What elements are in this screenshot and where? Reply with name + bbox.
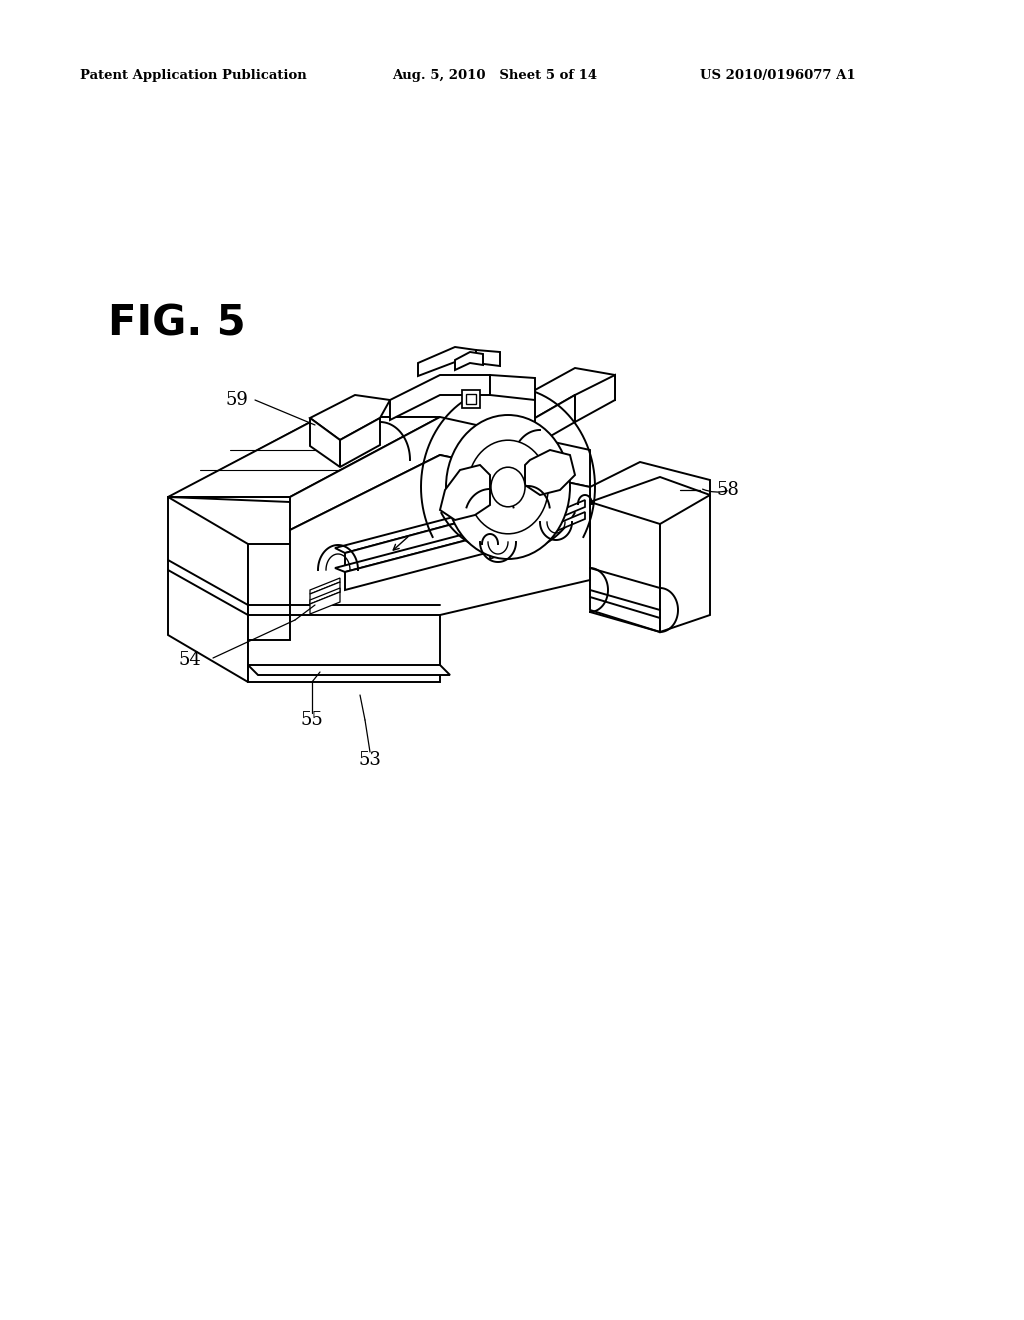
- Text: 59: 59: [225, 391, 249, 409]
- Polygon shape: [248, 544, 440, 682]
- Polygon shape: [535, 368, 615, 418]
- Polygon shape: [335, 510, 490, 553]
- Polygon shape: [490, 512, 585, 558]
- Polygon shape: [168, 498, 248, 682]
- Text: Patent Application Publication: Patent Application Publication: [80, 69, 307, 82]
- Polygon shape: [248, 615, 290, 640]
- Polygon shape: [345, 513, 490, 572]
- Polygon shape: [525, 450, 575, 495]
- Text: 54: 54: [178, 651, 202, 669]
- Polygon shape: [575, 375, 615, 422]
- Polygon shape: [168, 417, 435, 502]
- Text: FIG. 5: FIG. 5: [108, 302, 246, 345]
- Polygon shape: [418, 347, 476, 376]
- Polygon shape: [466, 393, 476, 404]
- Polygon shape: [340, 418, 380, 467]
- Polygon shape: [310, 418, 340, 467]
- Text: 55: 55: [301, 711, 324, 729]
- Polygon shape: [345, 535, 490, 590]
- Polygon shape: [290, 417, 590, 531]
- Polygon shape: [535, 395, 575, 445]
- Ellipse shape: [446, 414, 570, 558]
- Polygon shape: [310, 582, 340, 605]
- Polygon shape: [590, 590, 660, 618]
- Polygon shape: [490, 500, 585, 546]
- Polygon shape: [290, 455, 590, 615]
- Polygon shape: [310, 587, 340, 605]
- Polygon shape: [476, 350, 500, 366]
- Polygon shape: [660, 495, 710, 632]
- Polygon shape: [248, 665, 450, 675]
- Polygon shape: [590, 462, 710, 502]
- Text: 58: 58: [717, 480, 739, 499]
- Polygon shape: [490, 375, 535, 400]
- Polygon shape: [310, 591, 340, 614]
- Polygon shape: [440, 465, 490, 520]
- Polygon shape: [168, 417, 440, 498]
- Polygon shape: [455, 352, 483, 370]
- Ellipse shape: [490, 467, 525, 507]
- Ellipse shape: [468, 440, 548, 533]
- Polygon shape: [390, 375, 490, 420]
- Text: US 2010/0196077 A1: US 2010/0196077 A1: [700, 69, 856, 82]
- Polygon shape: [310, 395, 390, 440]
- Text: Aug. 5, 2010   Sheet 5 of 14: Aug. 5, 2010 Sheet 5 of 14: [392, 69, 597, 82]
- Polygon shape: [335, 531, 490, 572]
- Polygon shape: [462, 389, 480, 408]
- Polygon shape: [590, 502, 660, 632]
- Text: 53: 53: [358, 751, 381, 770]
- Polygon shape: [310, 578, 340, 594]
